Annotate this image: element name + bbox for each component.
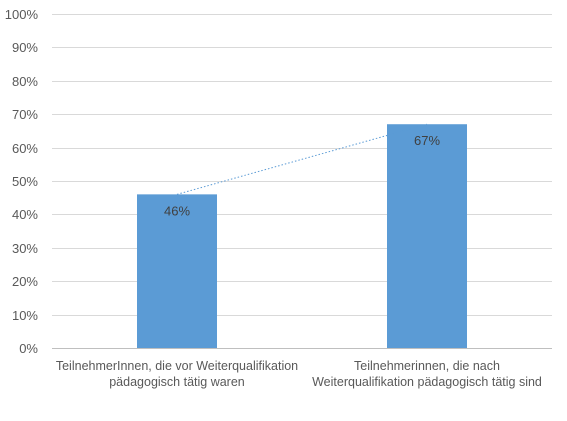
bar (137, 194, 217, 348)
trendline (176, 123, 428, 195)
y-tick-label: 50% (12, 174, 38, 189)
y-tick-label: 0% (19, 341, 38, 356)
x-category-label: TeilnehmerInnen, die vor Weiterqualifika… (56, 359, 298, 389)
trendline (176, 123, 428, 195)
y-tick-label: 40% (12, 207, 38, 222)
labels: 0% 10% 20% 30% 40% 50% 60% 70% 80% 90% 100% 46% Teil… (5, 7, 542, 389)
y-tick-label: 20% (12, 274, 38, 289)
gridlines (52, 14, 552, 316)
bars (137, 124, 467, 348)
y-tick-label: 100% (5, 7, 39, 22)
y-tick-label: 30% (12, 241, 38, 256)
data-label: 67% (414, 133, 440, 148)
x-category-label: Teilnehmerinnen, die nach Weiterqualifika… (312, 359, 542, 389)
data-label: 46% (164, 203, 190, 218)
bar (387, 124, 467, 348)
y-tick-label: 70% (12, 107, 38, 122)
y-tick-label: 10% (12, 308, 38, 323)
y-tick-label: 90% (12, 40, 38, 55)
y-tick-label: 80% (12, 74, 38, 89)
y-tick-label: 60% (12, 141, 38, 156)
